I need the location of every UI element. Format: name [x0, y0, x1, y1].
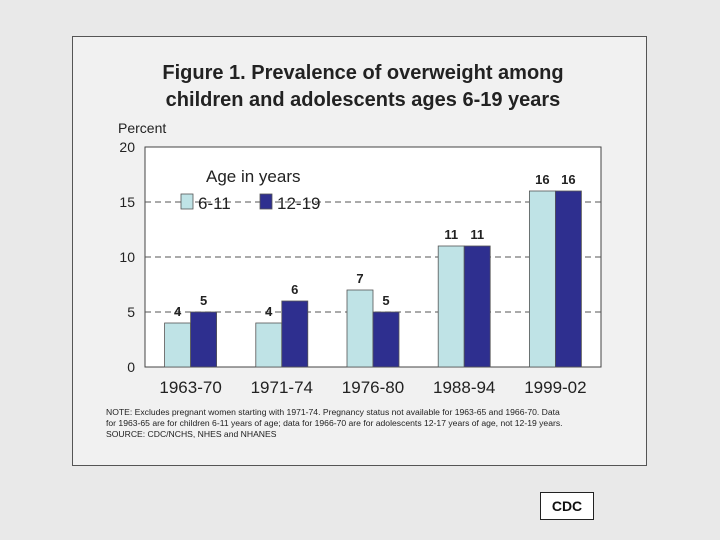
- y-tick-label: 15: [119, 194, 135, 210]
- x-tick-label: 1976-80: [342, 378, 404, 397]
- bar-6-11-1999-02: [528, 190, 556, 368]
- bar-12-19-1971-74: [281, 300, 309, 368]
- data-label: 7: [356, 271, 363, 286]
- bar-6-11-1971-74: [255, 322, 283, 368]
- x-tick-label: 1963-70: [159, 378, 221, 397]
- data-label: 4: [174, 304, 182, 319]
- legend-label: 12-19: [277, 194, 320, 213]
- legend-swatch-6-11: [180, 193, 194, 210]
- data-label: 4: [265, 304, 273, 319]
- data-label: 5: [200, 293, 207, 308]
- data-label: 16: [535, 172, 549, 187]
- bar-12-19-1988-94: [463, 245, 491, 368]
- bar-12-19-1976-80: [372, 311, 400, 368]
- data-label: 5: [382, 293, 389, 308]
- x-tick-label: 1971-74: [251, 378, 313, 397]
- y-tick-label: 5: [127, 304, 135, 320]
- bar-6-11-1976-80: [346, 289, 374, 368]
- data-label: 6: [291, 282, 298, 297]
- legend-title: Age in years: [206, 167, 301, 186]
- x-tick-label: 1999-02: [524, 378, 586, 397]
- data-label: 11: [470, 227, 484, 242]
- y-axis-label: Percent: [118, 120, 166, 136]
- data-label: 11: [444, 227, 458, 242]
- note-line-2: for 1963-65 are for children 6-11 years …: [106, 418, 563, 428]
- plot-layer: 0 5 10 15 20 4 5 1963-70 4 6 1971-74 7 5 1976-80 11 11 1…: [119, 139, 602, 397]
- bar-6-11-1988-94: [437, 245, 465, 368]
- note-line-3: SOURCE: CDC/NCHS, NHES and NHANES: [106, 429, 277, 439]
- chart-title-line-1: Figure 1. Prevalence of overweight among: [162, 62, 563, 84]
- chart-note: NOTE: Excludes pregnant women starting w…: [106, 407, 636, 440]
- figure-panel: Figure 1. Prevalence of overweight among…: [72, 36, 647, 466]
- x-tick-label: 1988-94: [433, 378, 495, 397]
- y-tick-label: 10: [119, 249, 135, 265]
- bar-12-19-1999-02: [554, 190, 582, 368]
- bar-chart: Figure 1. Prevalence of overweight among…: [118, 62, 602, 397]
- data-label: 16: [561, 172, 575, 187]
- bar-6-11-1963-70: [164, 322, 191, 368]
- legend-label: 6-11: [198, 194, 231, 213]
- y-tick-label: 0: [127, 359, 135, 375]
- bar-12-19-1963-70: [190, 311, 217, 368]
- note-line-1: NOTE: Excludes pregnant women starting w…: [106, 407, 560, 417]
- legend-swatch-12-19: [259, 193, 273, 210]
- chart-title-line-2: children and adolescents ages 6-19 years: [166, 89, 561, 111]
- cdc-badge: CDC: [540, 492, 594, 520]
- y-tick-label: 20: [119, 139, 135, 155]
